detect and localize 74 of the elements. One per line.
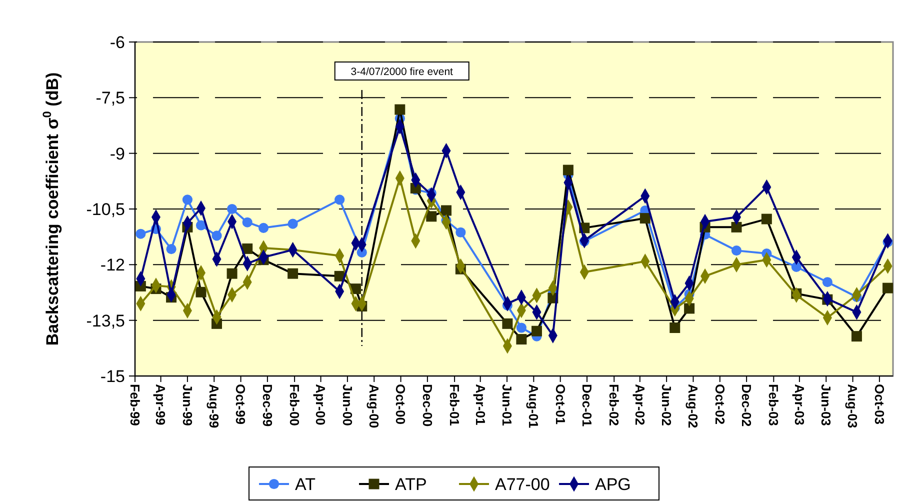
point <box>226 268 238 279</box>
point <box>288 268 298 279</box>
point <box>227 204 238 214</box>
x-tick-label: Feb-01 <box>447 384 462 426</box>
legend-label: A77-00 <box>495 474 550 494</box>
x-tick-label: Apr-03 <box>792 384 807 426</box>
point <box>822 277 832 288</box>
x-tick-label: Feb-00 <box>287 384 302 426</box>
x-tick-label: Aug-00 <box>366 384 382 428</box>
y-tick-label: -13,5 <box>86 311 125 330</box>
x-tick-label: Oct-01 <box>552 384 568 424</box>
point <box>670 322 680 333</box>
point <box>196 286 206 298</box>
point <box>212 230 222 241</box>
point <box>731 222 742 232</box>
x-tick-label: Oct-02 <box>712 384 728 424</box>
point <box>516 322 526 333</box>
y-tick-label: -6 <box>110 32 125 52</box>
x-tick-label: Aug-03 <box>845 384 860 428</box>
point <box>196 220 206 230</box>
y-tick-label: -15 <box>100 366 125 386</box>
point <box>516 334 527 345</box>
x-tick-label: Jun-02 <box>659 384 674 426</box>
x-tick-label: Dec-02 <box>739 384 754 427</box>
y-tick-label: -12 <box>100 256 125 275</box>
x-tick-label: Apr-00 <box>313 384 328 426</box>
legend-label: ATP <box>395 474 427 494</box>
ref-line-label: 3-4/07/2000 fire event <box>350 66 454 78</box>
point <box>242 243 253 254</box>
y-tick-label: -9 <box>110 144 125 164</box>
point <box>334 194 345 205</box>
x-tick-label: Feb-03 <box>766 384 782 426</box>
y-tick-label: -7,5 <box>96 88 125 108</box>
point <box>731 246 742 256</box>
point <box>242 217 252 228</box>
point <box>882 282 893 294</box>
x-tick-label: Apr-99 <box>153 384 168 426</box>
x-tick-label: Feb-02 <box>606 384 622 426</box>
point <box>791 262 802 272</box>
point <box>684 303 695 314</box>
point <box>166 244 176 254</box>
x-tick-label: Oct-99 <box>233 384 248 424</box>
legend-label: AT <box>295 474 316 494</box>
x-tick-label: Dec-99 <box>260 384 275 427</box>
point <box>456 227 466 238</box>
x-tick-label: Apr-02 <box>632 384 648 426</box>
y-tick-label: -10,5 <box>86 200 125 219</box>
x-tick-label: Aug-01 <box>526 384 542 428</box>
x-tick-label: Aug-02 <box>686 384 701 428</box>
x-tick-label: Jun-03 <box>818 384 834 426</box>
point <box>851 331 862 342</box>
x-tick-label: Jun-01 <box>499 384 514 426</box>
point <box>258 222 269 233</box>
point <box>531 326 542 336</box>
point <box>182 194 193 205</box>
point <box>761 214 772 224</box>
x-tick-label: Jun-99 <box>180 384 195 426</box>
x-tick-label: Feb-99 <box>127 384 142 426</box>
legend-label: APG <box>595 474 631 494</box>
point <box>426 211 437 222</box>
point <box>288 218 298 229</box>
x-tick-label: Oct-00 <box>393 384 408 424</box>
point <box>394 104 406 115</box>
x-tick-label: Jun-00 <box>340 384 355 426</box>
point <box>441 205 452 216</box>
x-tick-label: Aug-99 <box>206 384 222 428</box>
x-tick-label: Oct-03 <box>872 384 887 424</box>
x-tick-label: Apr-01 <box>472 384 488 426</box>
point <box>502 318 513 329</box>
point <box>136 228 146 239</box>
x-tick-label: Dec-00 <box>420 384 435 427</box>
point <box>562 164 574 176</box>
point <box>640 213 650 224</box>
x-tick-label: Dec-01 <box>579 384 594 427</box>
